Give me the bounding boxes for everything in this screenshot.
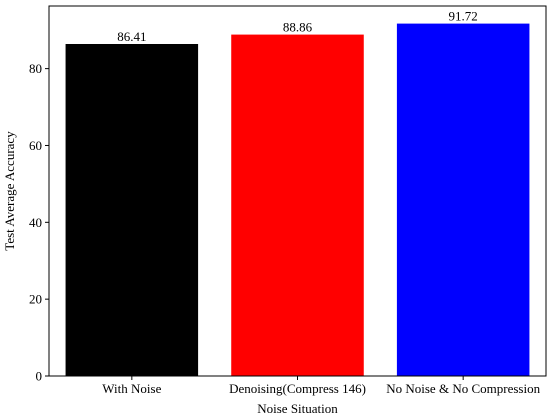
bars-group	[65, 23, 530, 377]
x-tick-label: Denoising(Compress 146)	[229, 381, 366, 396]
bar	[65, 43, 199, 376]
value-labels-group: 86.41 88.86 91.72	[117, 9, 478, 44]
y-axis-label: Test Average Accuracy	[2, 131, 17, 251]
x-tick-label: With Noise	[102, 381, 161, 396]
y-tick-label: 20	[29, 292, 42, 307]
bar	[396, 23, 530, 376]
y-axis-ticks: 0 20 40 60 80	[29, 61, 49, 384]
bar-value-label: 88.86	[283, 20, 313, 35]
y-tick-label: 40	[29, 215, 42, 230]
x-axis-label: Noise Situation	[257, 401, 338, 416]
y-tick-label: 0	[36, 369, 43, 384]
bar	[231, 34, 364, 377]
y-tick-label: 60	[29, 138, 42, 153]
x-tick-label: No Noise & No Compression	[386, 381, 540, 396]
bar-value-label: 91.72	[449, 9, 478, 24]
y-tick-label: 80	[29, 61, 42, 76]
bar-value-label: 86.41	[117, 29, 146, 44]
x-axis-ticks: With Noise Denoising(Compress 146) No Nois…	[102, 376, 541, 396]
